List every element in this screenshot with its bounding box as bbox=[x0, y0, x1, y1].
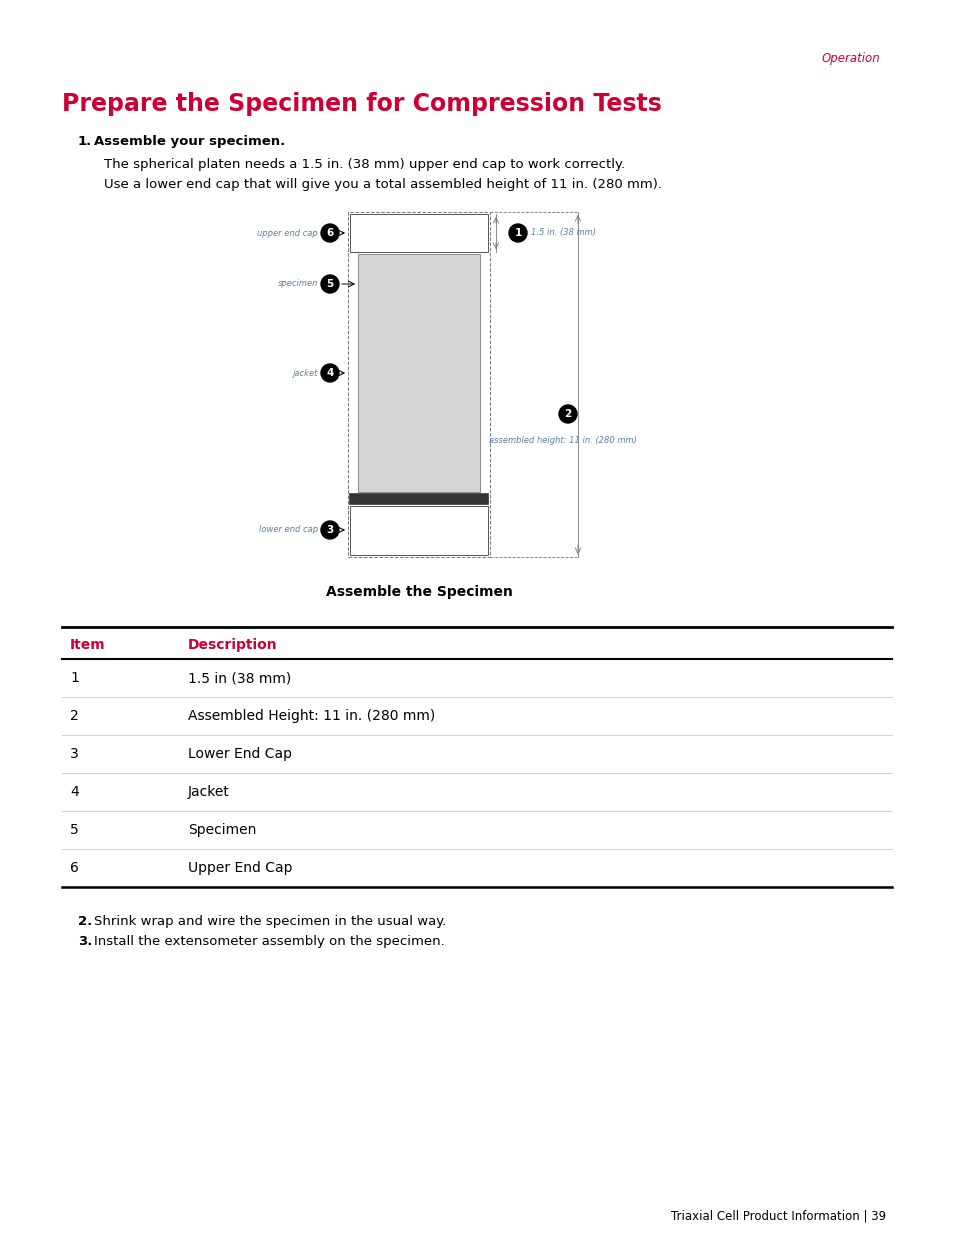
Text: 5: 5 bbox=[70, 823, 79, 837]
Text: 2: 2 bbox=[564, 409, 571, 419]
Bar bbox=[357, 254, 479, 492]
Text: Install the extensometer assembly on the specimen.: Install the extensometer assembly on the… bbox=[94, 935, 444, 948]
Text: Assemble the Specimen: Assemble the Specimen bbox=[325, 585, 512, 599]
Text: 1.5 in (38 mm): 1.5 in (38 mm) bbox=[188, 671, 291, 685]
Text: lower end cap: lower end cap bbox=[258, 526, 317, 535]
Text: 3: 3 bbox=[326, 525, 334, 535]
Circle shape bbox=[558, 405, 577, 424]
Bar bbox=[348, 212, 490, 557]
Text: Assemble your specimen.: Assemble your specimen. bbox=[94, 135, 285, 148]
Circle shape bbox=[320, 275, 338, 293]
Text: Specimen: Specimen bbox=[188, 823, 256, 837]
Bar bbox=[350, 506, 488, 555]
Bar bbox=[350, 214, 488, 252]
Text: 5: 5 bbox=[326, 279, 334, 289]
Text: Upper End Cap: Upper End Cap bbox=[188, 861, 293, 876]
Text: 3.: 3. bbox=[78, 935, 92, 948]
Text: Assembled Height: 11 in. (280 mm): Assembled Height: 11 in. (280 mm) bbox=[188, 709, 435, 722]
Text: 1.5 in. (38 mm): 1.5 in. (38 mm) bbox=[531, 228, 596, 237]
Circle shape bbox=[320, 521, 338, 538]
Text: 6: 6 bbox=[326, 228, 334, 238]
Text: Item: Item bbox=[70, 638, 106, 652]
Text: 6: 6 bbox=[70, 861, 79, 876]
Text: 2: 2 bbox=[70, 709, 79, 722]
Text: Description: Description bbox=[188, 638, 277, 652]
Text: jacket: jacket bbox=[293, 368, 317, 378]
Circle shape bbox=[320, 224, 338, 242]
Circle shape bbox=[320, 364, 338, 382]
Text: Use a lower end cap that will give you a total assembled height of 11 in. (280 m: Use a lower end cap that will give you a… bbox=[104, 178, 661, 191]
Text: 1: 1 bbox=[70, 671, 79, 685]
Text: Shrink wrap and wire the specimen in the usual way.: Shrink wrap and wire the specimen in the… bbox=[94, 915, 446, 927]
Text: 4: 4 bbox=[326, 368, 334, 378]
Text: 2.: 2. bbox=[78, 915, 92, 927]
Text: Prepare the Specimen for Compression Tests: Prepare the Specimen for Compression Tes… bbox=[62, 91, 661, 116]
Text: upper end cap: upper end cap bbox=[257, 228, 317, 237]
Text: specimen: specimen bbox=[277, 279, 317, 289]
Text: 4: 4 bbox=[70, 785, 79, 799]
Text: Triaxial Cell Product Information | 39: Triaxial Cell Product Information | 39 bbox=[670, 1210, 885, 1223]
Text: Jacket: Jacket bbox=[188, 785, 230, 799]
Text: 1: 1 bbox=[514, 228, 521, 238]
Text: Lower End Cap: Lower End Cap bbox=[188, 747, 292, 761]
Circle shape bbox=[509, 224, 526, 242]
Text: Operation: Operation bbox=[821, 52, 879, 65]
Text: The spherical platen needs a 1.5 in. (38 mm) upper end cap to work correctly.: The spherical platen needs a 1.5 in. (38… bbox=[104, 158, 624, 170]
Bar bbox=[350, 494, 488, 504]
Text: assembled height: 11 in. (280 mm): assembled height: 11 in. (280 mm) bbox=[489, 436, 637, 445]
Text: 3: 3 bbox=[70, 747, 79, 761]
Text: 1.: 1. bbox=[78, 135, 92, 148]
